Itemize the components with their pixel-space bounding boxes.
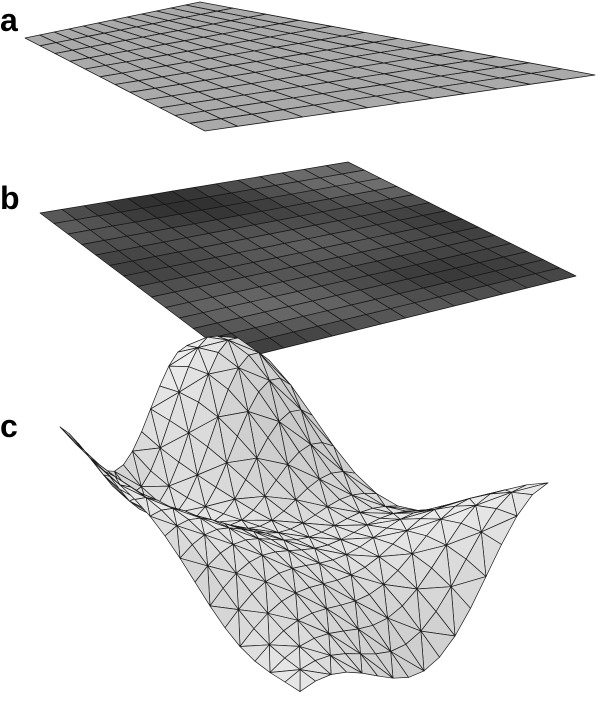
panel-b-shaded-grid-mesh — [39, 161, 577, 361]
mesh-triangle — [254, 644, 271, 673]
mesh-triangle — [74, 442, 91, 459]
mesh-triangle — [134, 497, 151, 517]
panel-label-b: b — [0, 180, 20, 216]
panel-label-a: a — [0, 2, 18, 38]
panel-a-flat-grid-mesh — [24, 1, 596, 132]
mesh-cell — [189, 118, 238, 132]
mesh-triangle — [164, 525, 181, 559]
panel-label-c: c — [0, 408, 18, 444]
mesh-triangle — [59, 426, 85, 452]
mesh-triangle — [224, 609, 241, 647]
panel-c-deformed-triangle-mesh — [59, 335, 549, 692]
mesh-triangle — [104, 471, 121, 486]
mesh-triangle — [194, 565, 211, 607]
mesh-triangle — [284, 669, 301, 692]
